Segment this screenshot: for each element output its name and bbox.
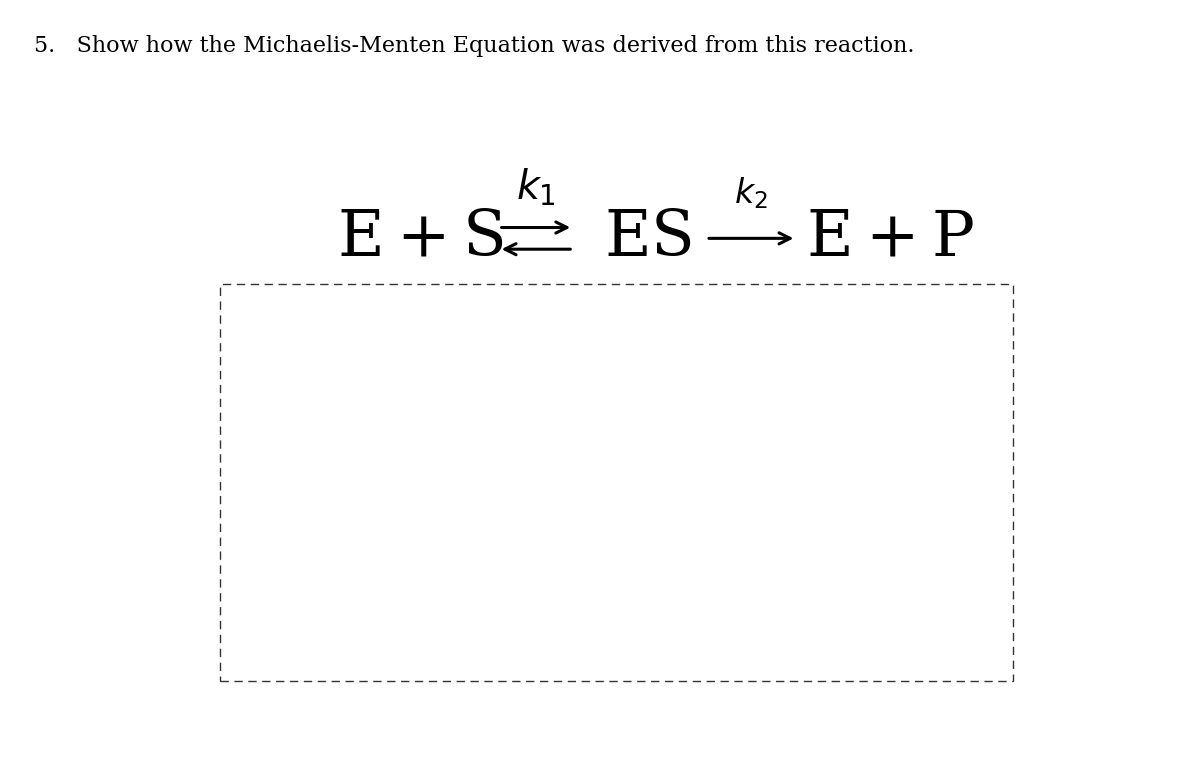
Text: $\mathregular{ES}$: $\mathregular{ES}$: [604, 208, 691, 269]
Text: $k_1$: $k_1$: [516, 167, 556, 208]
Text: 5.   Show how the Michaelis-Menten Equation was derived from this reaction.: 5. Show how the Michaelis-Menten Equatio…: [34, 35, 914, 57]
Text: $\mathregular{E + S}$: $\mathregular{E + S}$: [337, 208, 503, 269]
Bar: [220, 284, 1013, 681]
Text: $k_2$: $k_2$: [734, 175, 768, 211]
Text: $\mathregular{E + P}$: $\mathregular{E + P}$: [805, 208, 973, 269]
